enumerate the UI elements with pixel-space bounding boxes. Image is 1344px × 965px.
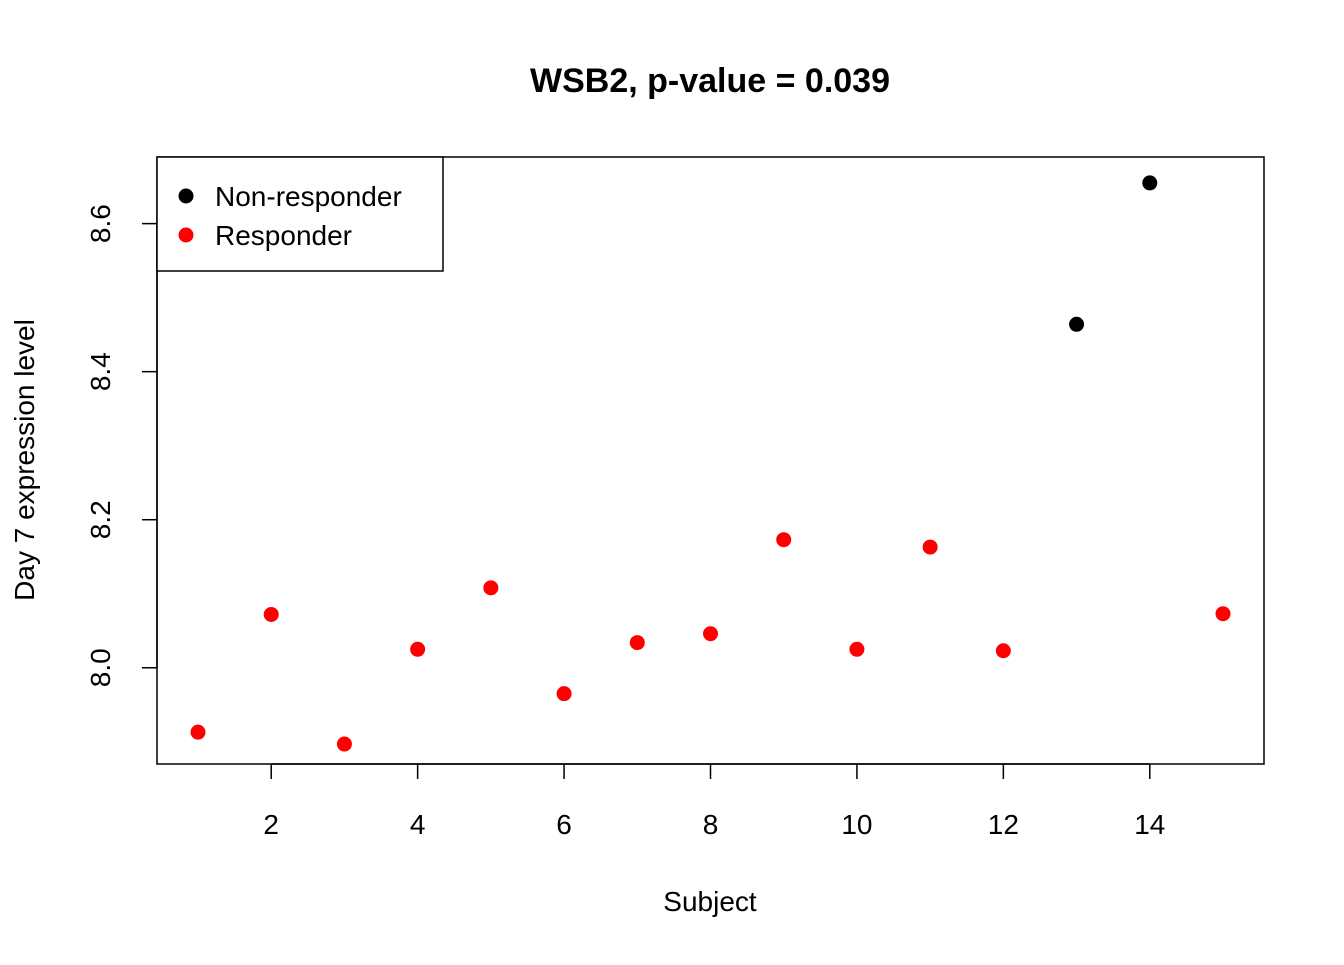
point-responder — [556, 686, 572, 702]
x-tick-label: 12 — [988, 809, 1019, 840]
data-points — [190, 175, 1231, 752]
legend-label-responder: Responder — [215, 220, 352, 251]
y-axis-label: Day 7 expression level — [9, 319, 40, 601]
point-responder — [410, 641, 426, 657]
point-responder — [263, 606, 279, 622]
y-tick-label: 8.4 — [85, 352, 116, 391]
point-responder — [1215, 606, 1231, 622]
point-non-responder — [1069, 316, 1085, 332]
point-responder — [483, 580, 499, 596]
legend-box — [156, 156, 444, 272]
point-responder — [849, 641, 865, 657]
legend-marker-responder — [178, 227, 194, 243]
point-responder — [629, 635, 645, 651]
legend-marker-non-responder — [178, 188, 194, 204]
x-tick-label: 10 — [841, 809, 872, 840]
y-tick-label: 8.0 — [85, 648, 116, 687]
chart-title: WSB2, p-value = 0.039 — [530, 62, 890, 100]
point-responder — [703, 626, 718, 642]
legend: Non-responder Responder — [156, 156, 444, 272]
point-responder — [336, 736, 352, 752]
x-axis: 2 4 6 8 10 12 14 — [263, 763, 1165, 840]
y-axis: 8.0 8.2 8.4 8.6 — [85, 204, 158, 687]
x-axis-label: Subject — [663, 886, 757, 917]
point-responder — [776, 532, 792, 548]
x-tick-label: 14 — [1134, 809, 1165, 840]
legend-label-non-responder: Non-responder — [215, 181, 402, 212]
x-tick-label: 8 — [703, 809, 719, 840]
point-responder — [995, 643, 1011, 659]
point-responder — [190, 724, 206, 740]
x-tick-label: 6 — [556, 809, 572, 840]
x-tick-label: 2 — [263, 809, 279, 840]
y-tick-label: 8.2 — [85, 500, 116, 539]
y-tick-label: 8.6 — [85, 204, 116, 243]
point-non-responder — [1142, 175, 1158, 191]
x-tick-label: 4 — [410, 809, 426, 840]
point-responder — [922, 539, 938, 555]
